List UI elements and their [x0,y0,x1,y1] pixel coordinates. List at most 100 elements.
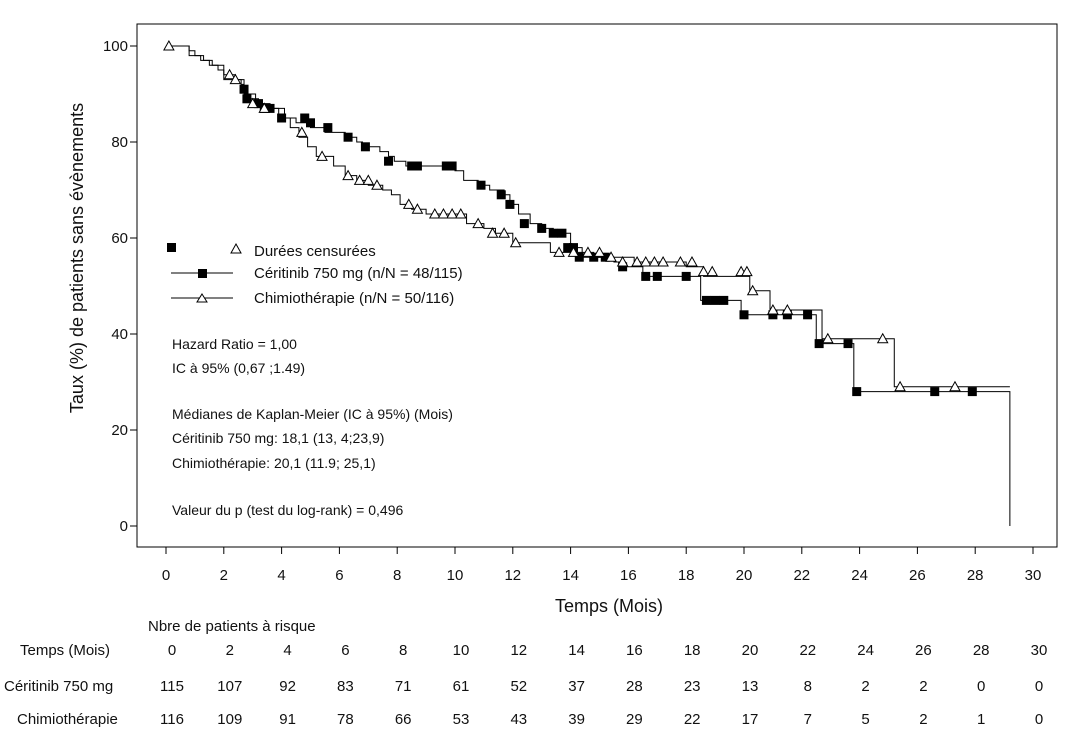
y-tick-label: 60 [111,230,128,247]
censor-mark-chimiotherapie [353,174,366,185]
censor-mark-ceritinib [384,156,394,166]
x-axis-label: Temps (Mois) [555,596,663,616]
risk-count-cell: 17 [742,711,759,728]
censor-mark-chimiotherapie [894,380,906,392]
risk-time-cell: 6 [341,642,349,659]
x-tick-label: 10 [447,567,464,584]
risk-count-cell: 53 [453,711,470,728]
censor-mark-ceritinib [681,271,691,281]
risk-count-cell: 92 [279,678,296,695]
censor-mark-chimiotherapie [582,246,594,257]
x-tick-label: 4 [277,567,285,584]
censor-mark-ceritinib [441,161,451,171]
risk-count-cell: 13 [742,678,759,695]
censor-mark-chimiotherapie [454,207,467,219]
risk-time-cell: 16 [626,642,643,659]
risk-count-cell: 115 [160,678,184,695]
censor-mark-chimiotherapie [657,255,669,267]
risk-count-cell: 61 [453,678,470,695]
censor-mark-chimiotherapie [446,207,458,219]
risk-time-cell: 10 [453,642,470,659]
risk-table-time-label: Temps (Mois) [20,642,110,659]
x-tick-label: 6 [335,567,343,584]
risk-count-cell: 7 [804,711,812,728]
risk-row-label-chimio: Chimiothérapie [17,711,118,728]
censor-mark-chimiotherapie [472,217,484,229]
censor-mark-chimiotherapie [342,169,354,181]
censor-marks [163,39,977,397]
risk-time-cell: 22 [799,642,816,659]
risk-count-cell: 23 [684,678,701,695]
risk-row-label-ceritinib: Céritinib 750 mg [4,678,113,695]
risk-time-cell: 8 [399,642,407,659]
censor-mark-chimiotherapie [498,227,510,238]
risk-count-cell: 116 [160,711,184,728]
risk-count-cell: 83 [337,678,354,695]
y-tick-label: 40 [111,326,128,343]
censor-mark-ceritinib [537,223,547,233]
x-tick-label: 20 [736,567,753,584]
y-tick-label: 0 [120,518,128,535]
censor-mark-ceritinib [814,339,824,349]
annotations: Hazard Ratio = 1,00 IC à 95% (0,67 ;1.49… [172,336,453,518]
censor-mark-ceritinib [277,113,287,123]
censor-mark-ceritinib [768,310,778,320]
censor-mark-chimiotherapie [371,179,383,190]
risk-count-cell: 2 [919,711,927,728]
risk-count-cell: 91 [279,711,296,728]
censor-mark-ceritinib [652,271,662,281]
censor-mark-ceritinib [739,310,749,320]
censor-mark-ceritinib [618,262,628,272]
risk-count-cell: 37 [568,678,585,695]
risk-count-cell: 0 [1035,678,1043,695]
x-tick-label: 0 [162,567,170,584]
censor-mark-ceritinib [360,142,370,152]
risk-time-cell: 26 [915,642,932,659]
censor-mark-chimiotherapie [258,102,271,113]
censor-mark-chimiotherapie [616,255,629,267]
risk-count-cell: 8 [804,678,812,695]
censor-mark-ceritinib [574,252,584,262]
censor-mark-chimiotherapie [639,255,652,267]
legend-censored-label: Durées censurées [254,243,376,260]
censor-mark-chimiotherapie [411,203,424,214]
x-tick-label: 2 [220,567,228,584]
km-median-ceritinib: Céritinib 750 mg: 18,1 (13, 4;23,9) [172,430,384,446]
legend-censored-square-icon [167,243,176,252]
censor-mark-ceritinib [803,310,813,320]
risk-time-cell: 28 [973,642,990,659]
censor-mark-ceritinib [242,94,252,104]
censor-mark-ceritinib [557,228,567,238]
censor-mark-ceritinib [852,387,862,397]
legend-censored-triangle-icon [230,242,242,254]
censor-mark-ceritinib [476,180,486,190]
risk-time-cell: 30 [1031,642,1048,659]
risk-time-cell: 4 [283,642,291,659]
legend-entry-ceritinib: Céritinib 750 mg (n/N = 48/115) [254,265,463,282]
censor-mark-chimiotherapie [746,284,759,296]
censor-mark-chimiotherapie [362,174,375,185]
risk-time-cell: 12 [510,642,527,659]
censor-mark-chimiotherapie [593,246,606,257]
risk-count-cell: 22 [684,711,701,728]
censor-mark-chimiotherapie [697,265,710,277]
censor-mark-ceritinib [843,339,853,349]
censor-mark-ceritinib [719,295,729,305]
ci-text: IC à 95% (0,67 ;1.49) [172,360,305,376]
censor-mark-chimiotherapie [876,332,889,344]
risk-count-cell: 52 [510,678,527,695]
censor-mark-chimiotherapie [767,303,779,315]
censor-mark-ceritinib [967,387,977,397]
censor-mark-ceritinib [265,103,275,113]
censor-mark-ceritinib [412,161,422,171]
censor-mark-chimiotherapie [821,332,834,344]
risk-count-cell: 39 [568,711,585,728]
risk-count-cell: 66 [395,711,412,728]
x-tick-label: 12 [504,567,521,584]
censor-mark-ceritinib [407,161,417,171]
censor-mark-ceritinib [641,271,651,281]
legend-square-icon [198,269,207,278]
censor-mark-chimiotherapie [648,255,661,267]
